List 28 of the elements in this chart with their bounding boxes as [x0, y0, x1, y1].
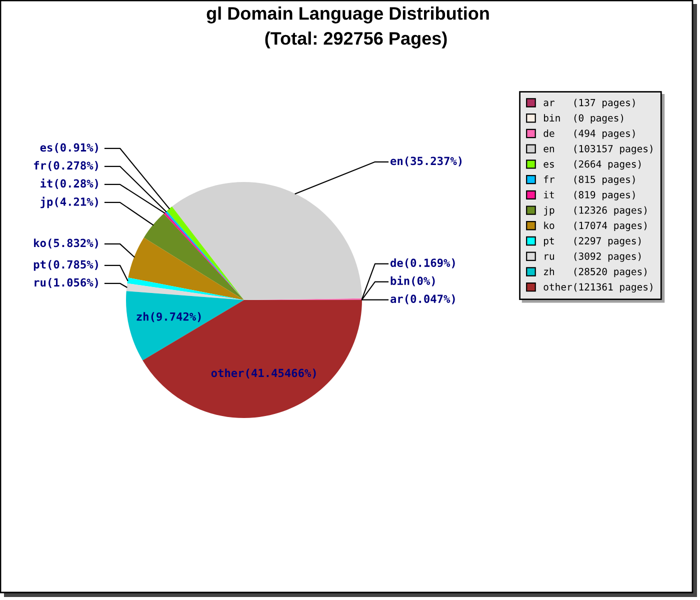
data-label: en(35.237%) [390, 156, 462, 166]
text: bin(0%) [390, 276, 435, 286]
data-label: ar(0.047%) [390, 294, 455, 304]
legend-label: it (819 pages) [544, 190, 635, 200]
data-label: de(0.169%) [390, 258, 455, 268]
legend-label: ko (17074 pages) [544, 222, 646, 232]
data-label: zh(9.742%) [136, 312, 201, 322]
data-label: it(0.28%) [40, 178, 98, 189]
legend-label: en (103157 pages) [544, 144, 652, 154]
data-label: fr(0.278%) [34, 161, 98, 171]
legend-label: jp (12326 pages) [544, 206, 646, 216]
data-label: ko(5.832%) [34, 238, 98, 248]
data-label: es(0.91%) [40, 143, 98, 153]
legend-label: ar (137 pages) [544, 98, 635, 108]
legend-label: bin (0 pages) [544, 114, 624, 124]
legend-label: es (2664 pages) [544, 160, 641, 170]
chart-subtitle: (Total: 292756 Pages) [265, 32, 447, 48]
legend-label: pt (2297 pages) [544, 236, 641, 246]
data-label: ru(1.056%) [34, 278, 98, 288]
legend-label: de (494 pages) [544, 129, 635, 139]
data-label: other(41.45466%) [211, 368, 316, 378]
legend-label: ru (3092 pages) [544, 252, 641, 262]
legend-label: other(121361 pages) [544, 283, 652, 293]
legend-label: fr (815 pages) [544, 176, 635, 185]
data-label: pt(0.785%) [34, 260, 98, 271]
legend-label: zh (28520 pages) [544, 268, 646, 278]
chart-title: gl Domain Language Distribution [206, 6, 489, 24]
data-label: jp(4.21%) [40, 196, 98, 208]
